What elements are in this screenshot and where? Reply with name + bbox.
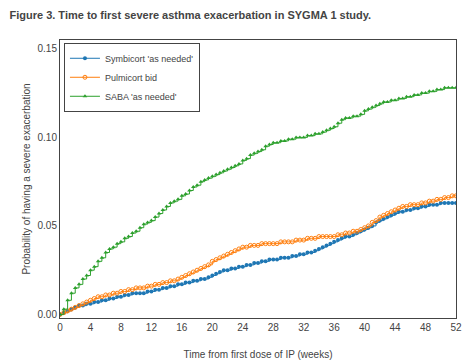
svg-text:24: 24 [237,322,249,333]
svg-text:Pulmicort bid: Pulmicort bid [105,73,157,83]
svg-text:Figure 3. Time to first severe: Figure 3. Time to first severe asthma ex… [9,9,371,21]
svg-text:44: 44 [390,322,402,333]
svg-text:0.15: 0.15 [38,43,58,54]
svg-text:40: 40 [359,322,371,333]
svg-text:0: 0 [57,322,63,333]
svg-text:Symbicort 'as needed': Symbicort 'as needed' [105,54,193,64]
svg-text:SABA 'as needed': SABA 'as needed' [105,92,177,102]
svg-text:8: 8 [118,322,124,333]
svg-text:Time from first dose of IP (we: Time from first dose of IP (weeks) [184,349,333,360]
svg-text:52: 52 [450,322,462,333]
svg-text:0.00: 0.00 [38,309,58,320]
svg-text:32: 32 [298,322,310,333]
svg-text:28: 28 [268,322,280,333]
svg-text:16: 16 [176,322,188,333]
svg-text:20: 20 [207,322,219,333]
svg-text:0.10: 0.10 [38,132,58,143]
svg-text:0.05: 0.05 [38,220,58,231]
svg-text:4: 4 [88,322,94,333]
svg-text:48: 48 [420,322,432,333]
svg-text:36: 36 [329,322,341,333]
svg-text:12: 12 [146,322,158,333]
svg-text:Probability of having a severe: Probability of having a severe exacerbat… [21,83,32,274]
